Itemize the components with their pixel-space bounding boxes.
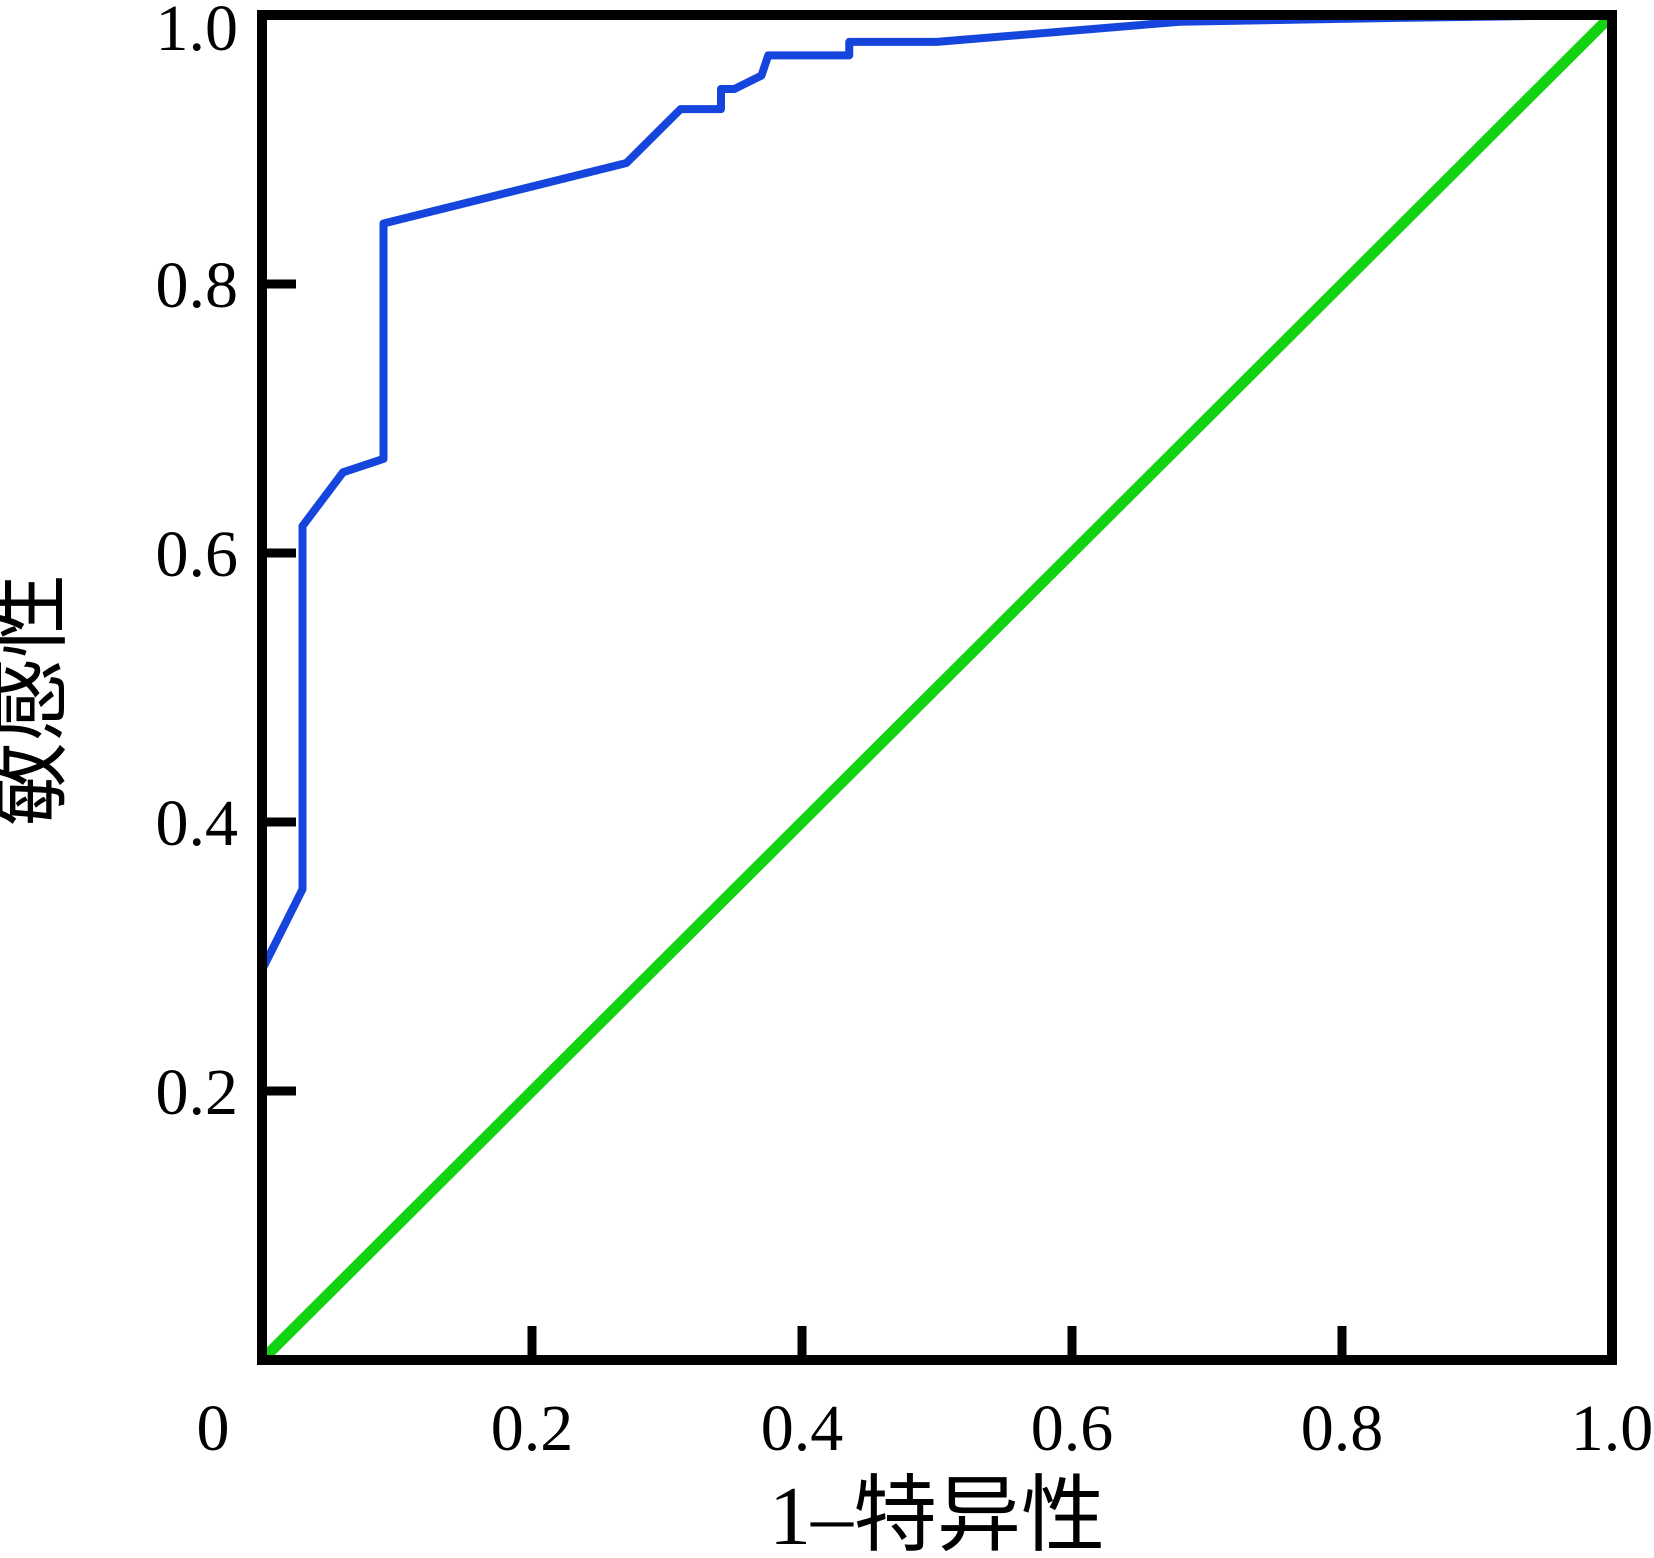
plot-border	[257, 10, 1617, 1365]
y-tick-label: 0.4	[156, 787, 239, 860]
reference-line	[258, 11, 1616, 1364]
y-tick-label: 1.0	[156, 0, 239, 65]
series-layer	[258, 11, 1616, 1364]
y-axis-label: 敏感性	[0, 574, 77, 826]
x-tick-label: 0	[197, 1392, 230, 1465]
y-tick-label: 0.2	[156, 1056, 239, 1129]
x-tick-label: 0.8	[1301, 1392, 1384, 1465]
x-tick-label: 0.2	[491, 1392, 574, 1465]
x-tick-label: 0.6	[1031, 1392, 1114, 1465]
y-tick-label: 0.8	[156, 249, 239, 322]
y-tick-label: 0.6	[156, 518, 239, 591]
roc-curve-line	[258, 11, 1613, 972]
x-tick-label: 0.4	[761, 1392, 844, 1465]
axes-layer: 0 0.2 0.4 0.6 0.8 1.0 0.2 0.4 0.6 0.8 1.0	[156, 0, 1654, 1465]
x-axis-label: 1–特异性	[769, 1470, 1105, 1558]
x-tick-label: 1.0	[1571, 1392, 1654, 1465]
